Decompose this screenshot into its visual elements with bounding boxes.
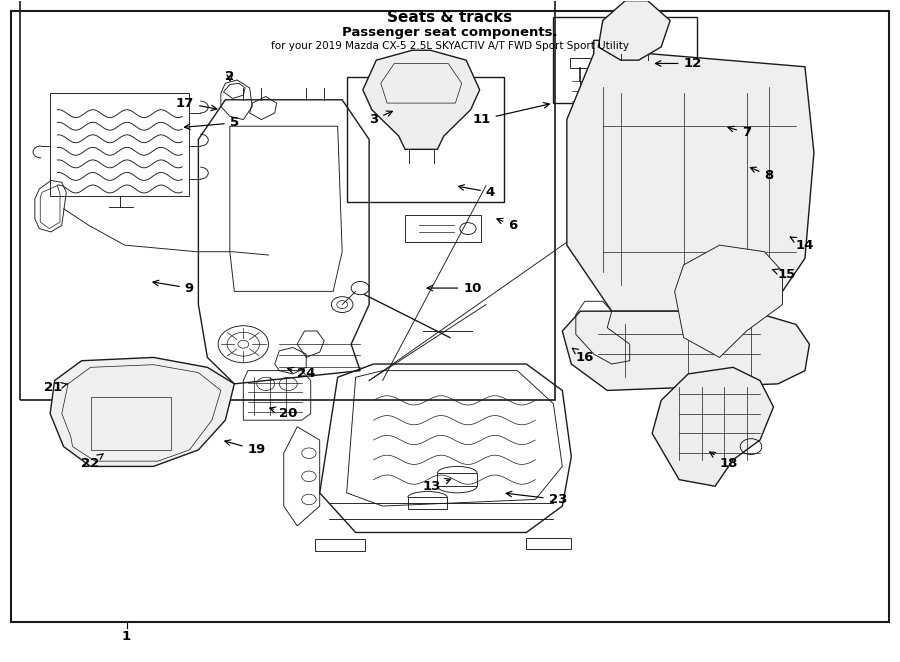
- Polygon shape: [675, 245, 782, 357]
- Text: 21: 21: [44, 381, 68, 394]
- Text: 11: 11: [472, 103, 549, 126]
- Text: 23: 23: [506, 491, 567, 506]
- Text: Seats & tracks: Seats & tracks: [387, 10, 513, 24]
- Text: 5: 5: [184, 117, 239, 130]
- Text: 2: 2: [225, 70, 234, 83]
- Polygon shape: [363, 50, 480, 150]
- Text: 22: 22: [81, 454, 103, 469]
- Text: Passenger seat components.: Passenger seat components.: [342, 26, 558, 39]
- Text: 8: 8: [751, 167, 774, 182]
- Text: 7: 7: [728, 126, 752, 139]
- Polygon shape: [50, 357, 234, 467]
- Text: 6: 6: [497, 218, 518, 232]
- Ellipse shape: [58, 408, 77, 430]
- Text: 3: 3: [369, 111, 392, 126]
- Text: 10: 10: [428, 281, 482, 295]
- Text: 17: 17: [176, 97, 217, 111]
- Text: 19: 19: [225, 440, 266, 456]
- Text: 24: 24: [288, 367, 315, 381]
- Text: 15: 15: [772, 268, 796, 281]
- Polygon shape: [562, 311, 809, 391]
- Text: 9: 9: [153, 280, 194, 295]
- Text: for your 2019 Mazda CX-5 2.5L SKYACTIV A/T FWD Sport Sport Utility: for your 2019 Mazda CX-5 2.5L SKYACTIV A…: [271, 40, 629, 50]
- Polygon shape: [598, 1, 670, 60]
- Text: 4: 4: [458, 185, 495, 199]
- Polygon shape: [567, 40, 814, 311]
- Text: 1: 1: [122, 630, 131, 643]
- Ellipse shape: [58, 381, 77, 402]
- Text: 16: 16: [572, 348, 594, 364]
- Text: 12: 12: [655, 57, 702, 70]
- Text: 14: 14: [790, 237, 815, 252]
- Text: 20: 20: [270, 407, 297, 420]
- Polygon shape: [652, 367, 773, 487]
- Text: 18: 18: [709, 452, 738, 469]
- Text: 13: 13: [423, 479, 451, 493]
